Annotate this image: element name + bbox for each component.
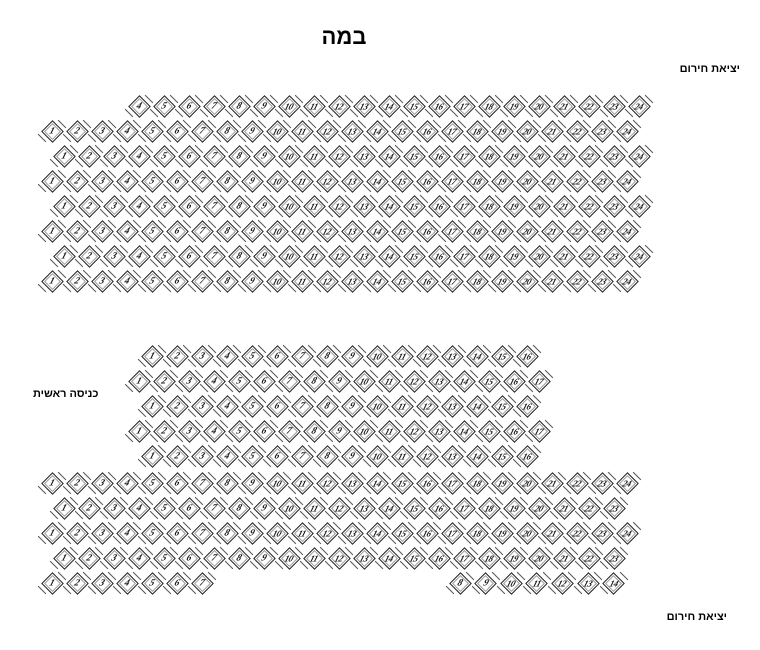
seat-number: 24 [621,528,633,538]
seat-number: 16 [521,401,533,411]
seat-middle-16[interactable]: 16 [512,444,542,469]
seat-number: 16 [521,451,533,461]
seat-front-12[interactable]: 12 [548,571,577,596]
emergency-exit-label-bottom: יציאת חירום [666,611,727,623]
seat-front-8[interactable]: 8 [445,571,475,596]
seat-number: 16 [521,351,533,361]
seat-front-10[interactable]: 10 [496,571,526,596]
seat-rear-24[interactable]: 24 [612,269,642,294]
seat-rear-24[interactable]: 24 [624,94,654,119]
seat-front-24[interactable]: 24 [612,521,642,546]
seat-middle-16[interactable]: 16 [512,394,542,419]
seat-front-24[interactable]: 24 [612,471,642,496]
seat-number: 24 [633,101,645,111]
seat-rear-24[interactable]: 24 [612,119,642,144]
seat-number: 24 [633,151,645,161]
seat-rear-24[interactable]: 24 [624,194,654,219]
seat-number: 23 [608,553,620,563]
seat-number: 24 [621,276,633,286]
seat-number: 24 [621,478,633,488]
seat-number: 17 [533,376,545,386]
seat-number: 14 [607,578,620,588]
seat-middle-17[interactable]: 17 [524,369,554,394]
seat-rear-24[interactable]: 24 [624,244,654,269]
seat-rear-24[interactable]: 24 [624,144,654,169]
seat-number: 24 [633,251,645,261]
stage-label: במה [321,24,367,49]
seat-front-7[interactable]: 7 [187,571,217,596]
seat-number: 7 [198,578,206,588]
seat-number: 24 [633,201,645,211]
seat-rear-24[interactable]: 24 [612,169,642,194]
seat-front-14[interactable]: 14 [599,571,628,596]
seat-number: 24 [621,126,633,136]
seat-front-23[interactable]: 23 [599,496,629,521]
seat-number: 23 [608,503,620,513]
seat-front-23[interactable]: 23 [599,546,629,571]
seat-middle-16[interactable]: 16 [512,344,542,369]
seat-rear-24[interactable]: 24 [612,219,642,244]
seat-front-13[interactable]: 13 [573,571,603,596]
seat-middle-17[interactable]: 17 [524,419,554,444]
seat-number: 24 [621,176,633,186]
emergency-exit-label-top: יציאת חירום [679,63,740,75]
seat-number: 17 [533,426,545,436]
seat-number: 24 [621,226,633,236]
main-entrance-label: כניסה ראשית [33,388,99,400]
